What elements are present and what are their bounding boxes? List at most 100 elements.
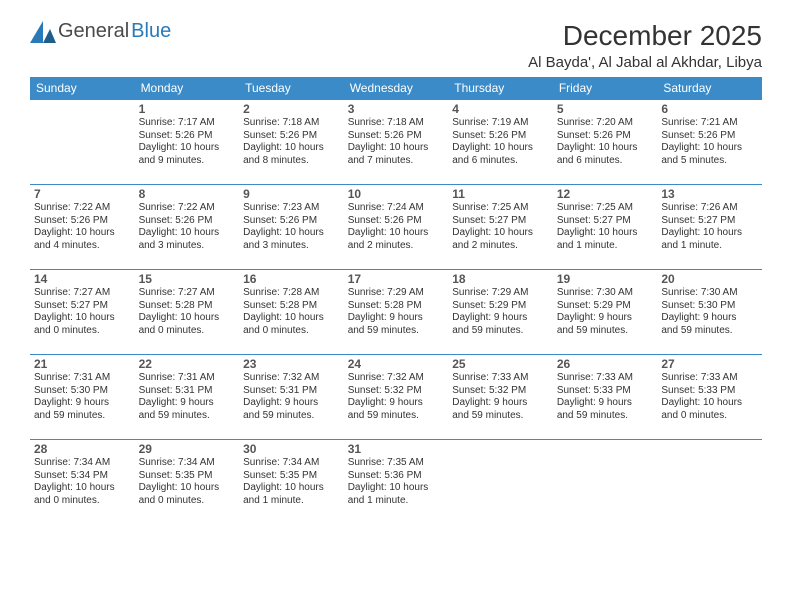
daylight-text: Daylight: 9 hours <box>348 312 445 325</box>
brand-text-part1: General <box>58 20 129 43</box>
day-number: 22 <box>139 357 236 371</box>
sunrise-text: Sunrise: 7:33 AM <box>557 372 654 385</box>
sunrise-text: Sunrise: 7:31 AM <box>34 372 131 385</box>
daylight-text: Daylight: 10 hours <box>348 482 445 495</box>
calendar-day-cell: 22Sunrise: 7:31 AMSunset: 5:31 PMDayligh… <box>135 355 240 440</box>
sunset-text: Sunset: 5:26 PM <box>243 130 340 143</box>
day-number: 8 <box>139 187 236 201</box>
daylight-text: and 59 minutes. <box>557 325 654 338</box>
daylight-text: Daylight: 9 hours <box>661 312 758 325</box>
daylight-text: and 59 minutes. <box>139 410 236 423</box>
daylight-text: and 0 minutes. <box>34 325 131 338</box>
daylight-text: and 7 minutes. <box>348 155 445 168</box>
daylight-text: and 0 minutes. <box>139 495 236 508</box>
sunset-text: Sunset: 5:28 PM <box>348 300 445 313</box>
sunrise-text: Sunrise: 7:33 AM <box>661 372 758 385</box>
day-number: 29 <box>139 442 236 456</box>
daylight-text: and 1 minute. <box>348 495 445 508</box>
daylight-text: Daylight: 9 hours <box>243 397 340 410</box>
daylight-text: and 59 minutes. <box>243 410 340 423</box>
sunrise-text: Sunrise: 7:18 AM <box>348 117 445 130</box>
day-number: 5 <box>557 102 654 116</box>
calendar-week-row: 1Sunrise: 7:17 AMSunset: 5:26 PMDaylight… <box>30 100 762 185</box>
calendar-day-cell: 23Sunrise: 7:32 AMSunset: 5:31 PMDayligh… <box>239 355 344 440</box>
daylight-text: Daylight: 10 hours <box>661 397 758 410</box>
daylight-text: and 1 minute. <box>243 495 340 508</box>
sunset-text: Sunset: 5:27 PM <box>34 300 131 313</box>
sunrise-text: Sunrise: 7:35 AM <box>348 457 445 470</box>
weekday-header: Saturday <box>657 77 762 100</box>
day-number: 10 <box>348 187 445 201</box>
calendar-day-cell: 26Sunrise: 7:33 AMSunset: 5:33 PMDayligh… <box>553 355 658 440</box>
calendar-day-cell: 8Sunrise: 7:22 AMSunset: 5:26 PMDaylight… <box>135 185 240 270</box>
sunrise-text: Sunrise: 7:30 AM <box>661 287 758 300</box>
sunrise-text: Sunrise: 7:20 AM <box>557 117 654 130</box>
daylight-text: and 6 minutes. <box>452 155 549 168</box>
daylight-text: and 5 minutes. <box>661 155 758 168</box>
daylight-text: Daylight: 9 hours <box>557 312 654 325</box>
sunset-text: Sunset: 5:30 PM <box>34 385 131 398</box>
sunrise-text: Sunrise: 7:34 AM <box>139 457 236 470</box>
calendar-day-cell: 5Sunrise: 7:20 AMSunset: 5:26 PMDaylight… <box>553 100 658 185</box>
daylight-text: and 2 minutes. <box>348 240 445 253</box>
sunset-text: Sunset: 5:26 PM <box>557 130 654 143</box>
daylight-text: and 9 minutes. <box>139 155 236 168</box>
sunset-text: Sunset: 5:26 PM <box>243 215 340 228</box>
sunset-text: Sunset: 5:29 PM <box>452 300 549 313</box>
daylight-text: and 2 minutes. <box>452 240 549 253</box>
weekday-header: Monday <box>135 77 240 100</box>
daylight-text: Daylight: 9 hours <box>139 397 236 410</box>
day-number: 30 <box>243 442 340 456</box>
sunset-text: Sunset: 5:28 PM <box>139 300 236 313</box>
day-number: 11 <box>452 187 549 201</box>
day-number: 2 <box>243 102 340 116</box>
sunrise-text: Sunrise: 7:17 AM <box>139 117 236 130</box>
day-number: 3 <box>348 102 445 116</box>
day-number: 27 <box>661 357 758 371</box>
daylight-text: Daylight: 10 hours <box>348 227 445 240</box>
calendar-empty-cell <box>553 440 658 525</box>
sunset-text: Sunset: 5:31 PM <box>139 385 236 398</box>
sunrise-text: Sunrise: 7:32 AM <box>243 372 340 385</box>
calendar-week-row: 7Sunrise: 7:22 AMSunset: 5:26 PMDaylight… <box>30 185 762 270</box>
calendar-day-cell: 14Sunrise: 7:27 AMSunset: 5:27 PMDayligh… <box>30 270 135 355</box>
sunset-text: Sunset: 5:26 PM <box>348 130 445 143</box>
calendar-day-cell: 31Sunrise: 7:35 AMSunset: 5:36 PMDayligh… <box>344 440 449 525</box>
calendar-day-cell: 24Sunrise: 7:32 AMSunset: 5:32 PMDayligh… <box>344 355 449 440</box>
calendar-week-row: 21Sunrise: 7:31 AMSunset: 5:30 PMDayligh… <box>30 355 762 440</box>
daylight-text: and 59 minutes. <box>452 410 549 423</box>
weekday-header: Wednesday <box>344 77 449 100</box>
daylight-text: and 0 minutes. <box>661 410 758 423</box>
calendar-day-cell: 15Sunrise: 7:27 AMSunset: 5:28 PMDayligh… <box>135 270 240 355</box>
daylight-text: Daylight: 10 hours <box>661 227 758 240</box>
day-number: 6 <box>661 102 758 116</box>
daylight-text: and 0 minutes. <box>139 325 236 338</box>
sunrise-text: Sunrise: 7:29 AM <box>348 287 445 300</box>
calendar-day-cell: 18Sunrise: 7:29 AMSunset: 5:29 PMDayligh… <box>448 270 553 355</box>
calendar-day-cell: 9Sunrise: 7:23 AMSunset: 5:26 PMDaylight… <box>239 185 344 270</box>
daylight-text: Daylight: 10 hours <box>557 227 654 240</box>
daylight-text: Daylight: 10 hours <box>34 227 131 240</box>
day-number: 28 <box>34 442 131 456</box>
day-number: 23 <box>243 357 340 371</box>
daylight-text: Daylight: 10 hours <box>139 142 236 155</box>
daylight-text: Daylight: 10 hours <box>243 142 340 155</box>
calendar-day-cell: 29Sunrise: 7:34 AMSunset: 5:35 PMDayligh… <box>135 440 240 525</box>
sunrise-text: Sunrise: 7:21 AM <box>661 117 758 130</box>
sunrise-text: Sunrise: 7:19 AM <box>452 117 549 130</box>
calendar-day-cell: 10Sunrise: 7:24 AMSunset: 5:26 PMDayligh… <box>344 185 449 270</box>
sunset-text: Sunset: 5:36 PM <box>348 470 445 483</box>
day-number: 25 <box>452 357 549 371</box>
sunrise-text: Sunrise: 7:29 AM <box>452 287 549 300</box>
daylight-text: and 1 minute. <box>661 240 758 253</box>
daylight-text: and 6 minutes. <box>557 155 654 168</box>
location-subtitle: Al Bayda', Al Jabal al Akhdar, Libya <box>528 54 762 71</box>
sunrise-text: Sunrise: 7:27 AM <box>139 287 236 300</box>
day-number: 9 <box>243 187 340 201</box>
calendar-day-cell: 30Sunrise: 7:34 AMSunset: 5:35 PMDayligh… <box>239 440 344 525</box>
calendar-week-row: 14Sunrise: 7:27 AMSunset: 5:27 PMDayligh… <box>30 270 762 355</box>
day-number: 4 <box>452 102 549 116</box>
sunrise-text: Sunrise: 7:31 AM <box>139 372 236 385</box>
daylight-text: Daylight: 9 hours <box>348 397 445 410</box>
sunrise-text: Sunrise: 7:22 AM <box>34 202 131 215</box>
